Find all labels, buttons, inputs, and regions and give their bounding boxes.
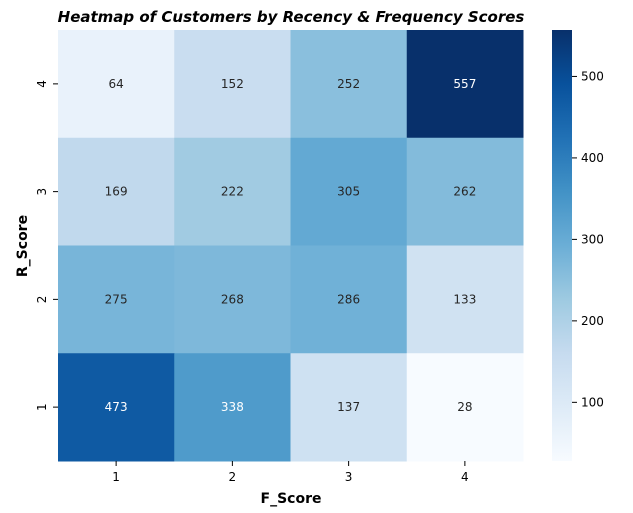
colorbar-tick-label: 500: [581, 69, 604, 83]
heatmap-cell: [290, 30, 408, 139]
heatmap-cell: [174, 353, 291, 462]
heatmap-cell-label: 169: [105, 185, 128, 199]
y-tick-label: 2: [35, 296, 49, 304]
heatmap-cell-label: 286: [337, 292, 360, 306]
x-axis-ticks: 1 2 3 4: [112, 461, 469, 484]
heatmap-cell-label: 152: [221, 77, 244, 91]
heatmap-cell-label: 133: [453, 292, 476, 306]
chart-title: Heatmap of Customers by Recency & Freque…: [58, 8, 525, 26]
heatmap-cell-label: 252: [337, 77, 360, 91]
y-axis-label: R_Score: [15, 215, 31, 277]
x-tick-label: 2: [229, 470, 237, 484]
heatmap-cell: [406, 30, 524, 139]
heatmap-cells: [58, 30, 524, 462]
heatmap-cell-label: 338: [221, 400, 244, 414]
heatmap-cell-label: 222: [221, 185, 244, 199]
colorbar-tick-label: 400: [581, 151, 604, 165]
colorbar: 100 200 300 400 500: [552, 30, 604, 461]
colorbar-tick-label: 300: [581, 232, 604, 246]
heatmap-cell-label: 262: [453, 185, 476, 199]
heatmap-cell: [290, 137, 408, 246]
colorbar-tick-label: 100: [581, 395, 604, 409]
heatmap-cell: [58, 353, 175, 462]
heatmap-cell: [290, 353, 408, 462]
heatmap-cell: [406, 245, 524, 354]
heatmap-cell: [58, 137, 175, 246]
y-tick-label: 4: [35, 80, 49, 88]
heatmap-cell: [174, 245, 291, 354]
heatmap-cell-label: 137: [337, 400, 360, 414]
heatmap-cell-label: 64: [108, 77, 123, 91]
heatmap-cell: [58, 30, 175, 139]
colorbar-ticks: 100 200 300 400 500: [572, 69, 604, 409]
x-tick-label: 4: [461, 470, 469, 484]
colorbar-gradient: [552, 30, 572, 461]
x-axis-label: F_Score: [261, 491, 322, 507]
x-tick-label: 1: [112, 470, 120, 484]
heatmap-cell-label: 268: [221, 292, 244, 306]
x-tick-label: 3: [345, 470, 353, 484]
heatmap-cell: [174, 30, 291, 139]
heatmap-cell-label: 473: [105, 400, 128, 414]
heatmap-cell: [174, 137, 291, 246]
heatmap-cell: [58, 245, 175, 354]
y-axis-ticks: 4 3 2 1: [35, 80, 58, 411]
heatmap-cell-labels: 64 152 252 557 169 222 305 262 275 268 286 133 473 33…: [105, 77, 477, 414]
heatmap-cell-label: 28: [457, 400, 472, 414]
y-tick-label: 1: [35, 403, 49, 411]
heatmap-cell: [406, 353, 524, 462]
colorbar-tick-label: 200: [581, 314, 604, 328]
heatmap-cell-label: 275: [105, 292, 128, 306]
y-tick-label: 3: [35, 188, 49, 196]
heatmap-cell-label: 305: [337, 185, 360, 199]
heatmap-cell: [290, 245, 408, 354]
heatmap-cell: [406, 137, 524, 246]
heatmap-cell-label: 557: [453, 77, 476, 91]
